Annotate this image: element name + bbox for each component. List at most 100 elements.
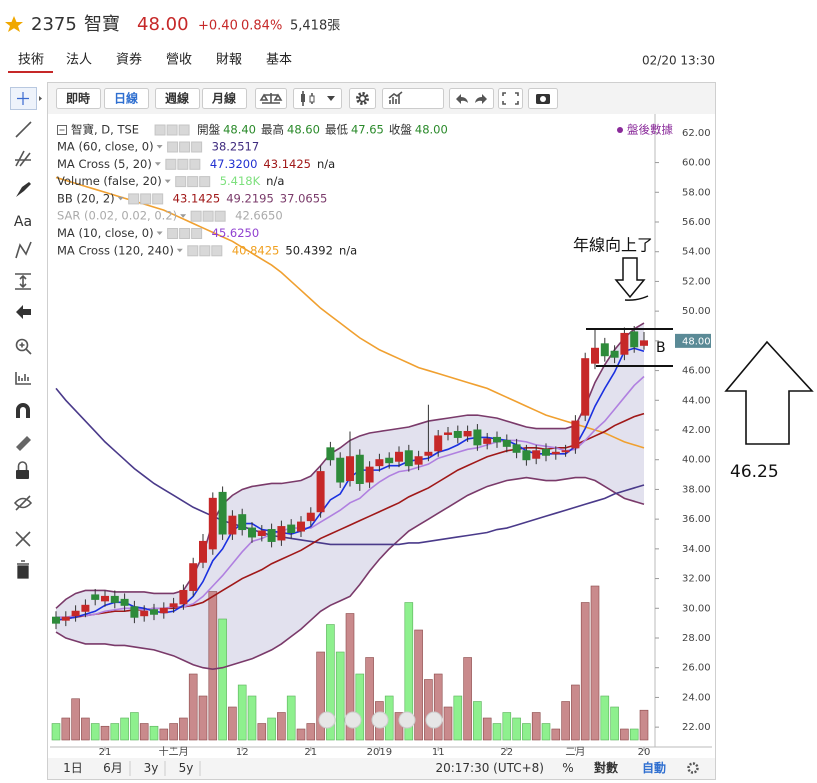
trendline-tool[interactable] [15,121,32,138]
legend-icon[interactable] [190,210,202,222]
legend-icon[interactable] [140,193,152,205]
nav-button[interactable] [371,711,389,729]
candle-body [395,451,403,462]
legend-icon[interactable] [167,141,179,153]
candle-body [355,454,364,484]
legend-icon[interactable] [179,228,191,239]
nav-button[interactable] [318,711,336,729]
period-button[interactable] [202,88,247,109]
indicators-button[interactable] [382,88,444,109]
candle-body [620,332,629,355]
legend-caret[interactable] [176,248,183,253]
legend-caret[interactable] [154,162,161,166]
volume-bar [139,723,149,741]
lock-tool[interactable] [16,470,29,479]
fullscreen-button[interactable] [498,88,523,109]
legend-name: SAR (0.02, 0.02, 0.2) [57,209,177,223]
range-button[interactable]: 6月 [103,761,123,775]
tab[interactable]: 營收 [166,53,192,68]
range-button[interactable]: 1日 [63,761,83,775]
legend-icon[interactable] [165,158,177,170]
legend-caret[interactable] [156,145,163,149]
legend-icon[interactable] [187,245,199,257]
legend-icon[interactable] [189,158,201,170]
period-button[interactable] [56,88,101,109]
tab[interactable]: 資券 [116,52,142,68]
legend-icon[interactable] [128,193,140,205]
fullscreen-icon [502,92,519,105]
candle-body [610,350,619,358]
pattern-tool[interactable] [15,241,32,259]
nav-button[interactable] [425,711,443,729]
legend-icon[interactable] [199,245,211,257]
remove-drawings-tool[interactable] [15,531,31,547]
volume-bar [433,673,443,741]
legend-value: n/a [317,157,335,171]
legend-icon[interactable] [179,141,191,153]
legend-icon[interactable] [191,141,203,153]
legend-icon[interactable] [199,176,211,188]
zoom-tool[interactable] [15,338,29,352]
log-toggle[interactable]: 對數 [594,760,618,775]
text-tool[interactable]: Aa [14,214,32,230]
hide-tool[interactable] [13,495,33,511]
legend-icon[interactable] [211,245,223,257]
candle-body [385,457,394,464]
x-tick-label: 十二月 [159,745,189,758]
legend-icon[interactable] [167,228,179,239]
legend-icon[interactable] [166,124,178,136]
chart: 22.00 24.00 26.00 28.00 30.00 32.00 34.00 36.00… [50,114,712,758]
legend-icon[interactable] [175,176,187,188]
candle-body [434,435,443,452]
legend-caret[interactable] [117,196,124,201]
nav-button[interactable] [344,711,362,729]
fib-tool[interactable] [15,150,31,167]
undo-redo-button[interactable] [449,88,494,109]
settings-button[interactable] [349,88,376,109]
legend-name: MA (60, close, 0) [57,140,154,154]
tab[interactable]: 法人 [66,53,92,68]
range-button[interactable]: 5y [179,761,194,775]
stock-name: 智寶 [84,14,120,35]
legend-caret[interactable] [156,231,163,236]
range-button[interactable]: 3y [144,761,159,775]
legend-icon[interactable] [154,124,166,136]
volume-bar [326,624,335,741]
period-button[interactable] [155,88,200,109]
tab[interactable]: 財報 [216,53,242,68]
measure-tool[interactable] [15,273,31,290]
tab[interactable]: 基本 [266,53,292,68]
ohlc-value: 47.65 [351,123,384,137]
chart-type-button[interactable] [293,88,342,109]
volume-bar [473,701,482,741]
legend-icon[interactable] [202,210,214,222]
magnet-tool[interactable] [16,403,30,418]
legend-icon[interactable] [152,193,164,205]
volume-bar [306,723,316,741]
legend-name: MA (10, close, 0) [57,226,154,240]
percent-toggle[interactable]: % [562,761,573,775]
legend-caret[interactable] [164,179,171,184]
nav-button[interactable] [398,711,416,729]
period-button[interactable] [104,88,149,109]
legend-icon[interactable] [187,176,199,188]
favorite-star[interactable] [5,16,23,32]
tab[interactable]: 技術 [18,53,44,68]
legend-caret[interactable] [180,214,187,218]
y-tick-label: 58.00 [682,187,711,198]
delete-tool[interactable] [17,560,29,579]
legend-value: 38.2517 [212,140,260,154]
legend-icon[interactable] [191,228,203,239]
legend-icon[interactable] [214,210,226,222]
legend-icon[interactable] [177,158,189,170]
y-tick-label: 54.00 [682,247,711,258]
auto-toggle[interactable]: 自動 [642,760,666,775]
legend-icon[interactable] [178,124,190,136]
stay-drawing-tool[interactable] [16,436,31,451]
brush-tool[interactable] [16,182,31,197]
remove-tool[interactable] [16,305,31,319]
ruler-tool[interactable] [15,372,31,385]
volume-bar [100,725,110,741]
settings-icon[interactable] [687,762,699,774]
